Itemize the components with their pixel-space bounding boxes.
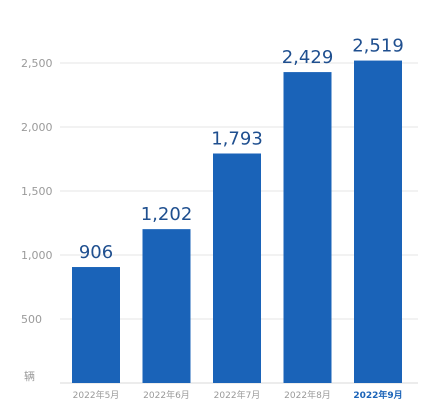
x-axis-ticks: 2022年5月 2022年6月 2022年7月 2022年8月 2022年9月 bbox=[73, 389, 403, 401]
bar bbox=[213, 153, 261, 383]
x-tick-label: 2022年5月 bbox=[73, 389, 120, 401]
bar-value-label: 2,429 bbox=[282, 47, 334, 68]
y-tick-label: 2,500 bbox=[21, 57, 53, 70]
bar bbox=[283, 72, 332, 383]
y-tick-label: 2,000 bbox=[21, 121, 53, 134]
y-axis-ticks: 500 1,000 1,500 2,000 2,500 bbox=[21, 57, 53, 326]
bar-value-label: 1,202 bbox=[141, 204, 193, 225]
bar-value-label: 2,519 bbox=[352, 36, 404, 57]
x-tick-label: 2022年8月 bbox=[284, 389, 331, 401]
bar bbox=[142, 229, 191, 383]
y-tick-label: 1,500 bbox=[21, 185, 53, 198]
bar-value-labels: 906 1,202 1,793 2,429 2,519 bbox=[79, 36, 404, 263]
bar-value-label: 1,793 bbox=[211, 128, 263, 149]
unit-label: 辆 bbox=[24, 369, 35, 383]
x-tick-label: 2022年6月 bbox=[143, 389, 190, 401]
bar bbox=[354, 60, 402, 384]
bars bbox=[72, 60, 402, 384]
bar bbox=[72, 267, 120, 383]
x-tick-label: 2022年9月 bbox=[353, 389, 402, 401]
y-tick-label: 500 bbox=[21, 313, 42, 326]
y-tick-label: 1,000 bbox=[21, 249, 53, 262]
x-tick-label: 2022年7月 bbox=[214, 389, 261, 401]
bar-value-label: 906 bbox=[79, 242, 113, 263]
